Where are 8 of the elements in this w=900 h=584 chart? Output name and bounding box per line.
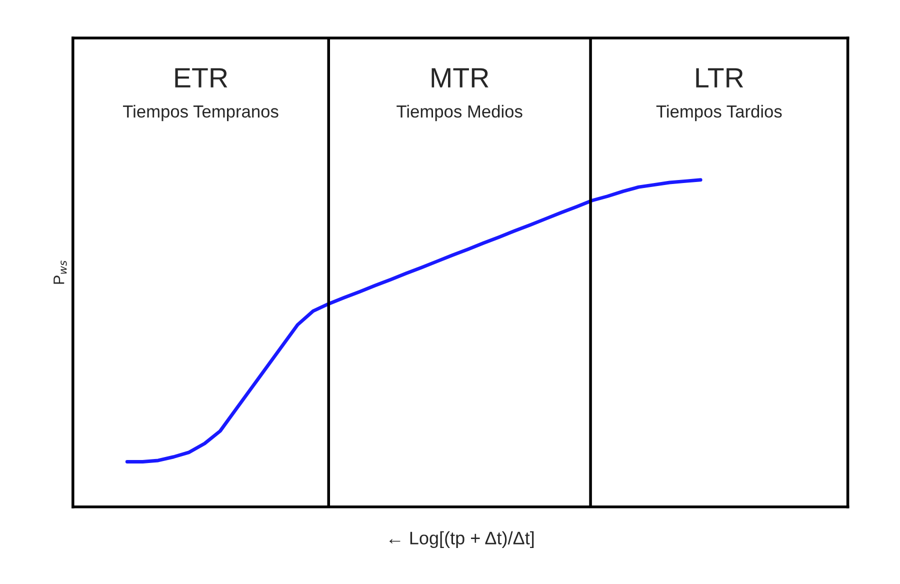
y-axis-title: P$_{ws}$ [54,260,67,284]
text: Tiempos Medios [396,104,522,122]
x-axis-title: ← Log[(tp + Δt)/Δt] [390,531,534,548]
text: LTR [696,68,744,88]
text: Tiempos Tempranos [123,104,278,122]
text: Tiempos Tardios [656,104,782,122]
text: MTR [432,68,488,88]
text: ETR [175,68,228,88]
